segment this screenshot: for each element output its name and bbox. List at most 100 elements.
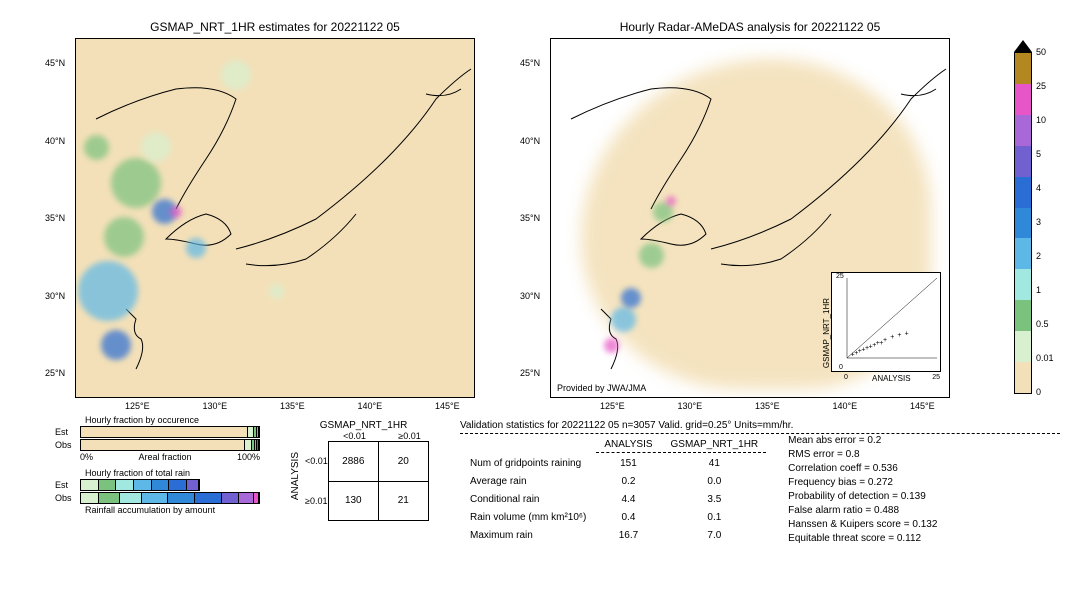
occ-est-label: Est <box>55 427 80 437</box>
fraction-panel: Hourly fraction by occurence Est Obs 0% … <box>55 415 270 515</box>
validation-row: Conditional rain4.43.5 <box>462 491 766 507</box>
stat-line: Probability of detection = 0.139 <box>788 490 937 504</box>
x-tick-label: 135°E <box>280 401 305 411</box>
colorbar-segment <box>1014 269 1032 300</box>
y-tick-label: 25°N <box>45 368 65 378</box>
contingency-col-header: GSMAP_NRT_1HR <box>290 420 437 431</box>
cont-row-0: <0.01 <box>305 441 328 481</box>
cont-cell-10: 130 <box>328 481 378 521</box>
scatter-y0: 0 <box>839 364 843 371</box>
scatter-x25: 25 <box>932 374 940 381</box>
fraction-segment <box>152 480 170 490</box>
colorbar-segment <box>1014 300 1032 331</box>
colorbar-tick-label: 4 <box>1036 183 1041 193</box>
colorbar-cap-icon <box>1014 40 1032 52</box>
occ-axis-100: 100% <box>237 452 260 462</box>
validation-stats: Mean abs error = 0.2RMS error = 0.8Corre… <box>788 434 937 546</box>
rain-blob <box>221 60 251 90</box>
cont-col-1: ≥0.01 <box>382 431 437 441</box>
contingency-panel: GSMAP_NRT_1HR ANALYSIS <0.01 ≥0.01 <0.01… <box>290 420 437 521</box>
x-tick-label: 125°E <box>125 401 150 411</box>
y-tick-label: 25°N <box>520 368 540 378</box>
fraction-segment <box>245 440 252 450</box>
scatter-point: + <box>905 331 909 338</box>
stat-line: False alarm ratio = 0.488 <box>788 504 937 518</box>
fraction-segment <box>168 493 195 503</box>
colorbar-segment <box>1014 84 1032 115</box>
fraction-segment <box>257 427 259 437</box>
rain-blob <box>141 132 171 162</box>
cont-cell-00: 2886 <box>328 442 378 482</box>
right-map-title: Hourly Radar-AMeDAS analysis for 2022112… <box>550 20 950 34</box>
fraction-segment <box>99 493 120 503</box>
rain-blob <box>269 284 284 299</box>
occ-axis-0: 0% <box>80 452 93 462</box>
y-tick-label: 30°N <box>520 291 540 301</box>
provider-label: Provided by JWA/JMA <box>557 383 646 393</box>
fraction-occ-title: Hourly fraction by occurence <box>85 415 270 425</box>
occ-axis-mid: Areal fraction <box>138 452 191 462</box>
colorbar-tick-label: 0 <box>1036 387 1041 397</box>
cont-col-0: <0.01 <box>327 431 382 441</box>
validation-table: ANALYSISGSMAP_NRT_1HR Num of gridpoints … <box>460 434 768 546</box>
cont-cell-11: 21 <box>378 481 428 521</box>
stat-line: Hanssen & Kuipers score = 0.132 <box>788 518 937 532</box>
stat-line: Mean abs error = 0.2 <box>788 434 937 448</box>
validation-row: Rain volume (mm km²10⁶)0.40.1 <box>462 510 766 526</box>
fraction-segment <box>81 440 245 450</box>
validation-row: Num of gridpoints raining15141 <box>462 455 766 471</box>
fraction-segment <box>257 440 259 450</box>
occ-obs-label: Obs <box>55 440 80 450</box>
scatter-ylabel: GSMAP_NRT_1HR <box>822 298 831 368</box>
fraction-segment <box>134 480 152 490</box>
y-tick-label: 35°N <box>45 213 65 223</box>
stat-line: Correlation coeff = 0.536 <box>788 462 937 476</box>
y-tick-label: 40°N <box>520 136 540 146</box>
fraction-segment <box>169 480 187 490</box>
rain-blob <box>104 217 144 257</box>
fraction-segment <box>254 493 259 503</box>
colorbar-tick-label: 2 <box>1036 251 1041 261</box>
colorbar-segment <box>1014 146 1032 177</box>
fraction-segment <box>195 493 222 503</box>
colorbar-segment <box>1014 331 1032 362</box>
scatter-point: + <box>897 332 901 339</box>
val-hdr-0: ANALYSIS <box>596 436 660 453</box>
rain-est-bar <box>80 479 200 491</box>
colorbar-segment <box>1014 208 1032 239</box>
rain-est-label: Est <box>55 480 80 490</box>
colorbar-tick-label: 25 <box>1036 81 1046 91</box>
fraction-rain-caption: Rainfall accumulation by amount <box>85 505 270 515</box>
stat-line: RMS error = 0.8 <box>788 448 937 462</box>
rain-blob <box>84 135 109 160</box>
contingency-table: 288620 13021 <box>328 441 429 521</box>
rain-blob <box>666 196 676 206</box>
x-tick-label: 130°E <box>678 401 703 411</box>
fraction-segment <box>81 427 248 437</box>
left-map-title: GSMAP_NRT_1HR estimates for 20221122 05 <box>75 20 475 34</box>
fraction-segment <box>120 493 141 503</box>
x-tick-label: 135°E <box>755 401 780 411</box>
rain-obs-label: Obs <box>55 493 80 503</box>
colorbar-tick-label: 0.5 <box>1036 319 1049 329</box>
rain-blob <box>611 307 636 332</box>
scatter-point: + <box>890 334 894 341</box>
x-tick-label: 130°E <box>203 401 228 411</box>
scatter-plot: +++++++++++++ <box>832 273 942 373</box>
scatter-xlabel: ANALYSIS <box>872 374 911 383</box>
left-map-panel: GSMAP_NRT_1HR estimates for 20221122 05 <box>75 20 475 398</box>
fraction-segment <box>81 480 99 490</box>
validation-row: Maximum rain16.77.0 <box>462 528 766 544</box>
left-coastline <box>76 39 475 398</box>
contingency-row-header: ANALYSIS <box>290 452 301 500</box>
occ-obs-bar <box>80 439 260 451</box>
x-tick-label: 140°E <box>358 401 383 411</box>
fraction-segment <box>99 480 117 490</box>
validation-panel: Validation statistics for 20221122 05 n=… <box>460 420 1070 546</box>
colorbar-segment <box>1014 238 1032 269</box>
scatter-y25: 25 <box>836 273 844 280</box>
fraction-segment <box>222 493 240 503</box>
x-tick-label: 145°E <box>435 401 460 411</box>
scatter-inset: +++++++++++++ ANALYSIS GSMAP_NRT_1HR 0 2… <box>831 272 941 372</box>
left-map-box <box>75 38 475 398</box>
